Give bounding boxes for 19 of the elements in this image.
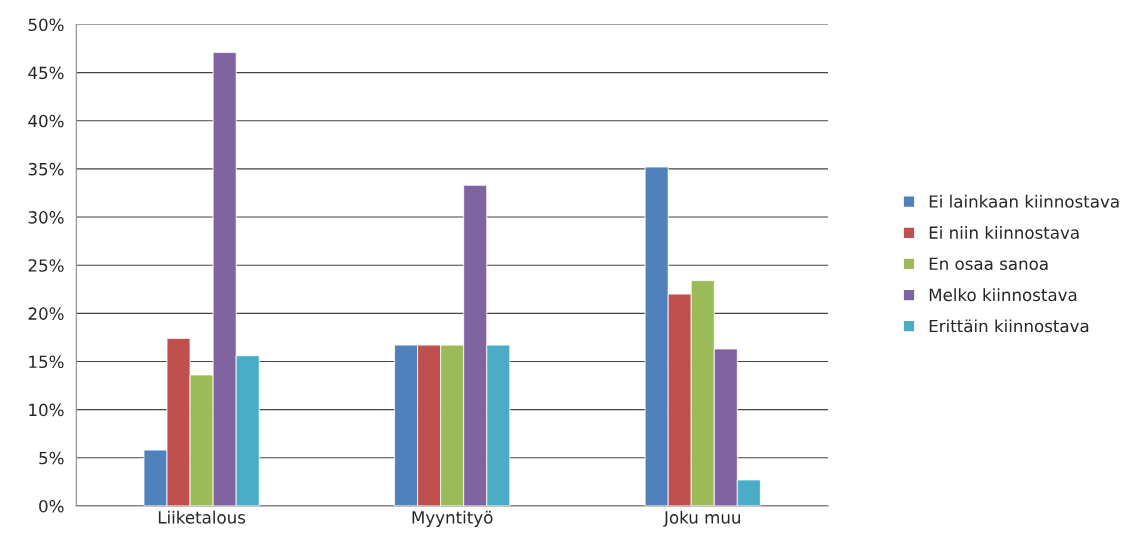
y-tick-label: 25% xyxy=(28,259,64,272)
y-tick-label: 20% xyxy=(28,307,64,320)
y-tick-label: 40% xyxy=(28,114,64,128)
legend-label: Melko kiinnostava xyxy=(929,288,1077,302)
y-tick-label: 5% xyxy=(39,451,64,465)
y-tick-label: 35% xyxy=(28,162,64,176)
y-tick-label: 15% xyxy=(29,355,64,369)
y-tick-label: 45% xyxy=(28,66,64,80)
x-tick-label: Liiketalous xyxy=(158,510,246,524)
x-tick-label: Myyntityö xyxy=(412,510,493,527)
y-tick-label: 0% xyxy=(39,499,64,513)
legend-label: Ei lainkaan kiinnostava xyxy=(929,194,1119,208)
legend-label: Erittäin kiinnostava xyxy=(929,319,1089,333)
y-tick-label: 50% xyxy=(28,18,64,32)
y-tick-label: 30% xyxy=(28,211,64,224)
y-tick-label: 10% xyxy=(29,403,64,417)
legend-label: Ei niin kiinnostava xyxy=(929,226,1079,239)
legend-label: En osaa sanoa xyxy=(929,257,1048,271)
x-tick-label: Joku muu xyxy=(663,510,740,527)
